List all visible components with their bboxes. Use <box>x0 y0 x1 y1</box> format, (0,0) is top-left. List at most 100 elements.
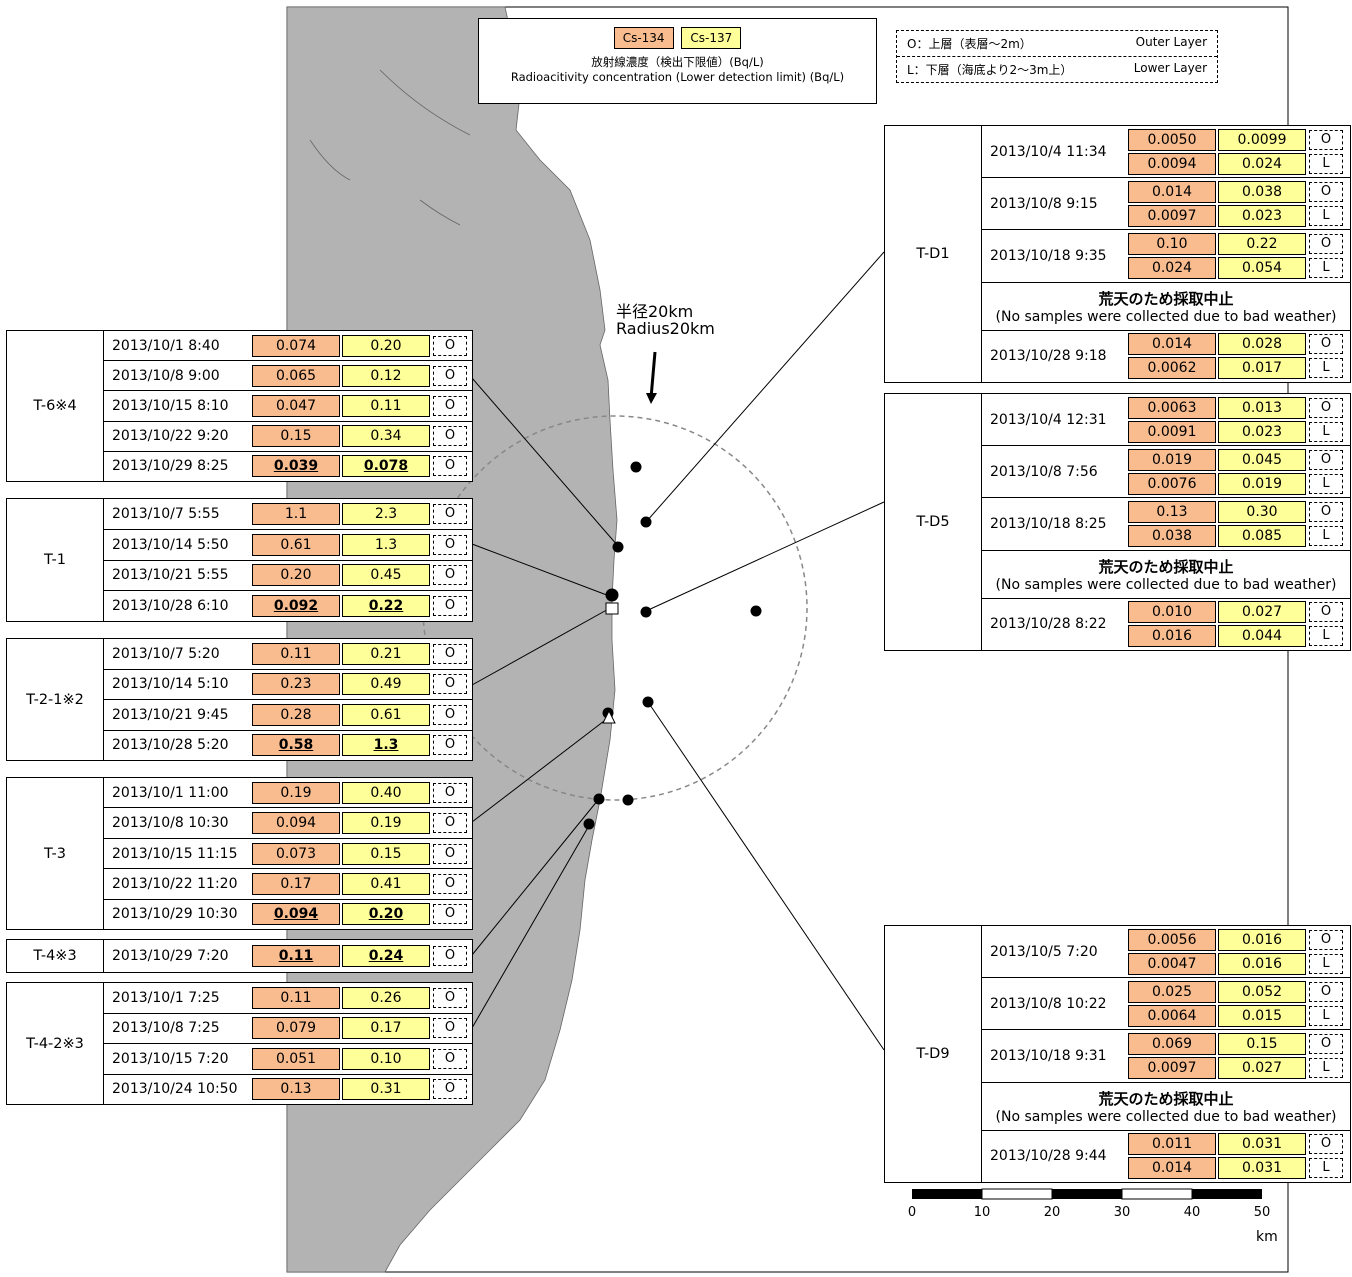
table-row: 2013/10/5 7:20 0.0056 0.016 O 0.0047 0.016 L <box>982 926 1350 977</box>
layer-code: O <box>433 456 467 477</box>
sample-date: 2013/10/8 10:30 <box>112 815 229 832</box>
note-jp: 荒天のため採取中止 <box>1098 557 1234 576</box>
cs137-value: 0.34 <box>342 425 430 448</box>
lower-layer-row: 0.0076 0.019 L <box>1128 472 1343 496</box>
cs134-value: 0.038 <box>1128 524 1216 547</box>
table-row: 2013/10/14 5:10 0.23 0.49 O <box>104 668 472 700</box>
layer-values: 0.011 0.031 O 0.014 0.031 L <box>1128 1132 1343 1180</box>
site-table-right: T-D1 2013/10/4 11:34 0.0050 0.0099 O 0.0094 0.… <box>884 125 1351 383</box>
sample-date: 2013/10/29 7:20 <box>112 948 229 964</box>
no-sample-note: 荒天のため採取中止 (No samples were collected due … <box>982 1081 1350 1130</box>
site-table-left: T-2-1※2 2013/10/7 5:20 0.11 0.21 O 2013/10/14… <box>6 638 473 761</box>
table-row: 2013/10/7 5:55 1.1 2.3 O <box>104 499 472 529</box>
lower-layer-row: 0.038 0.085 L <box>1128 524 1343 548</box>
cs137-value: 0.19 <box>342 812 430 835</box>
cs137-value: 0.023 <box>1218 204 1306 227</box>
cs137-value: 0.20 <box>342 903 430 926</box>
cs134-value: 0.014 <box>1128 1157 1216 1180</box>
sample-date: 2013/10/1 8:40 <box>112 337 220 354</box>
table-row: 2013/10/4 12:31 0.0063 0.013 O 0.0091 0.023 L <box>982 394 1350 445</box>
cs134-value: 0.11 <box>252 945 340 967</box>
layer-values: 0.0056 0.016 O 0.0047 0.016 L <box>1128 928 1343 976</box>
sampling-point-t-4-2 <box>583 818 595 830</box>
sample-date: 2013/10/29 8:25 <box>112 458 229 475</box>
cs134-value: 0.0076 <box>1128 472 1216 495</box>
sampling-point-t-4 <box>593 793 605 805</box>
layer-code: O <box>433 813 467 834</box>
sample-date: 2013/10/8 9:15 <box>990 195 1098 212</box>
layer-code: L <box>1309 525 1343 546</box>
sampling-point-t-d9 <box>642 696 654 708</box>
cs134-value: 0.0097 <box>1128 1056 1216 1079</box>
cs137-value: 0.027 <box>1218 601 1306 624</box>
legend-cs137: Cs-137 <box>681 27 742 49</box>
site-name: T-6※4 <box>7 331 104 481</box>
layer-code: O <box>1309 449 1343 470</box>
layer-code: O <box>1309 397 1343 418</box>
scale-tick-label: 50 <box>1253 1205 1271 1220</box>
layer-code: O <box>433 335 467 356</box>
lower-layer-row: 0.0091 0.023 L <box>1128 420 1343 444</box>
table-row: 2013/10/8 10:30 0.094 0.19 O <box>104 807 472 837</box>
cs137-value: 0.24 <box>342 945 430 967</box>
lower-layer-row: 0.0097 0.023 L <box>1128 204 1343 228</box>
layer-code: O <box>433 534 467 555</box>
table-row: 2013/10/8 10:22 0.025 0.052 O 0.0064 0.015 L <box>982 977 1350 1029</box>
sample-date: 2013/10/4 11:34 <box>990 143 1107 160</box>
sample-date: 2013/10/21 9:45 <box>112 706 229 723</box>
lower-layer-row: 0.0064 0.015 L <box>1128 1004 1343 1028</box>
radius-label-en: Radius20km <box>616 319 715 338</box>
layer-code: L <box>1309 421 1343 442</box>
cs137-value: 0.024 <box>1218 152 1306 175</box>
sample-date: 2013/10/28 8:22 <box>990 616 1107 633</box>
table-row: 2013/10/15 11:15 0.073 0.15 O <box>104 837 472 868</box>
cs134-value: 0.20 <box>252 564 340 587</box>
table-row: 2013/10/8 9:15 0.014 0.038 O 0.0097 0.023 L <box>982 177 1350 229</box>
sample-date: 2013/10/15 7:20 <box>112 1050 229 1067</box>
layer-code: O <box>433 1048 467 1069</box>
cs134-value: 0.094 <box>252 903 340 926</box>
table-row: 2013/10/24 10:50 0.13 0.31 O <box>104 1073 472 1105</box>
layer-code: O <box>433 704 467 725</box>
cs134-value: 0.23 <box>252 673 340 696</box>
layer-code: O <box>433 596 467 617</box>
radius-arrow-shaft <box>649 351 657 399</box>
cs134-value: 0.13 <box>252 1078 340 1101</box>
layer-values: 0.025 0.052 O 0.0064 0.015 L <box>1128 980 1343 1028</box>
note-en: (No samples were collected due to bad we… <box>995 308 1337 325</box>
table-row: 2013/10/8 7:56 0.019 0.045 O 0.0076 0.019 L <box>982 445 1350 497</box>
sample-date: 2013/10/28 5:20 <box>112 737 229 754</box>
lower-layer-row: 0.0062 0.017 L <box>1128 356 1343 380</box>
layer-values: 0.0063 0.013 O 0.0091 0.023 L <box>1128 396 1343 444</box>
layer-code: O <box>433 946 467 966</box>
site-table-left: T-1 2013/10/7 5:55 1.1 2.3 O 2013/10/14 5:50 0… <box>6 498 473 622</box>
table-row: 2013/10/28 6:10 0.092 0.22 O <box>104 590 472 621</box>
cs134-value: 0.092 <box>252 595 340 618</box>
site-table-left: T-4※3 2013/10/29 7:20 0.11 0.24 O <box>6 939 473 973</box>
cs137-value: 1.3 <box>342 734 430 757</box>
sampling-points <box>583 461 762 830</box>
note-en: (No samples were collected due to bad we… <box>995 1108 1337 1125</box>
table-row: 2013/10/21 5:55 0.20 0.45 O <box>104 559 472 591</box>
layer-code: O <box>433 674 467 695</box>
sample-date: 2013/10/1 7:25 <box>112 989 220 1006</box>
layer-code: L <box>1309 1005 1343 1026</box>
layer-values: 0.069 0.15 O 0.0097 0.027 L <box>1128 1032 1343 1080</box>
site-name: T-1 <box>7 499 104 621</box>
cs134-value: 0.024 <box>1128 256 1216 279</box>
sample-date: 2013/10/15 8:10 <box>112 398 229 414</box>
lower-layer-row: 0.016 0.044 L <box>1128 624 1343 648</box>
table-row: 2013/10/28 5:20 0.58 1.3 O <box>104 729 472 761</box>
layer-code: L <box>1309 1158 1343 1179</box>
sampling-point <box>630 461 642 473</box>
sample-date: 2013/10/4 12:31 <box>990 411 1107 428</box>
cs134-value: 0.19 <box>252 781 340 804</box>
cs137-value: 0.016 <box>1218 928 1306 951</box>
cs137-value: 0.26 <box>342 986 430 1009</box>
cs134-value: 0.28 <box>252 703 340 726</box>
lower-layer-jp: L：下層（海底より2～3m上） <box>907 63 1073 77</box>
site-table-right: T-D5 2013/10/4 12:31 0.0063 0.013 O 0.0091 0.0… <box>884 393 1351 651</box>
sample-date: 2013/10/18 9:31 <box>990 1047 1107 1064</box>
layer-code: L <box>1309 1057 1343 1078</box>
layer-code: L <box>1309 953 1343 974</box>
